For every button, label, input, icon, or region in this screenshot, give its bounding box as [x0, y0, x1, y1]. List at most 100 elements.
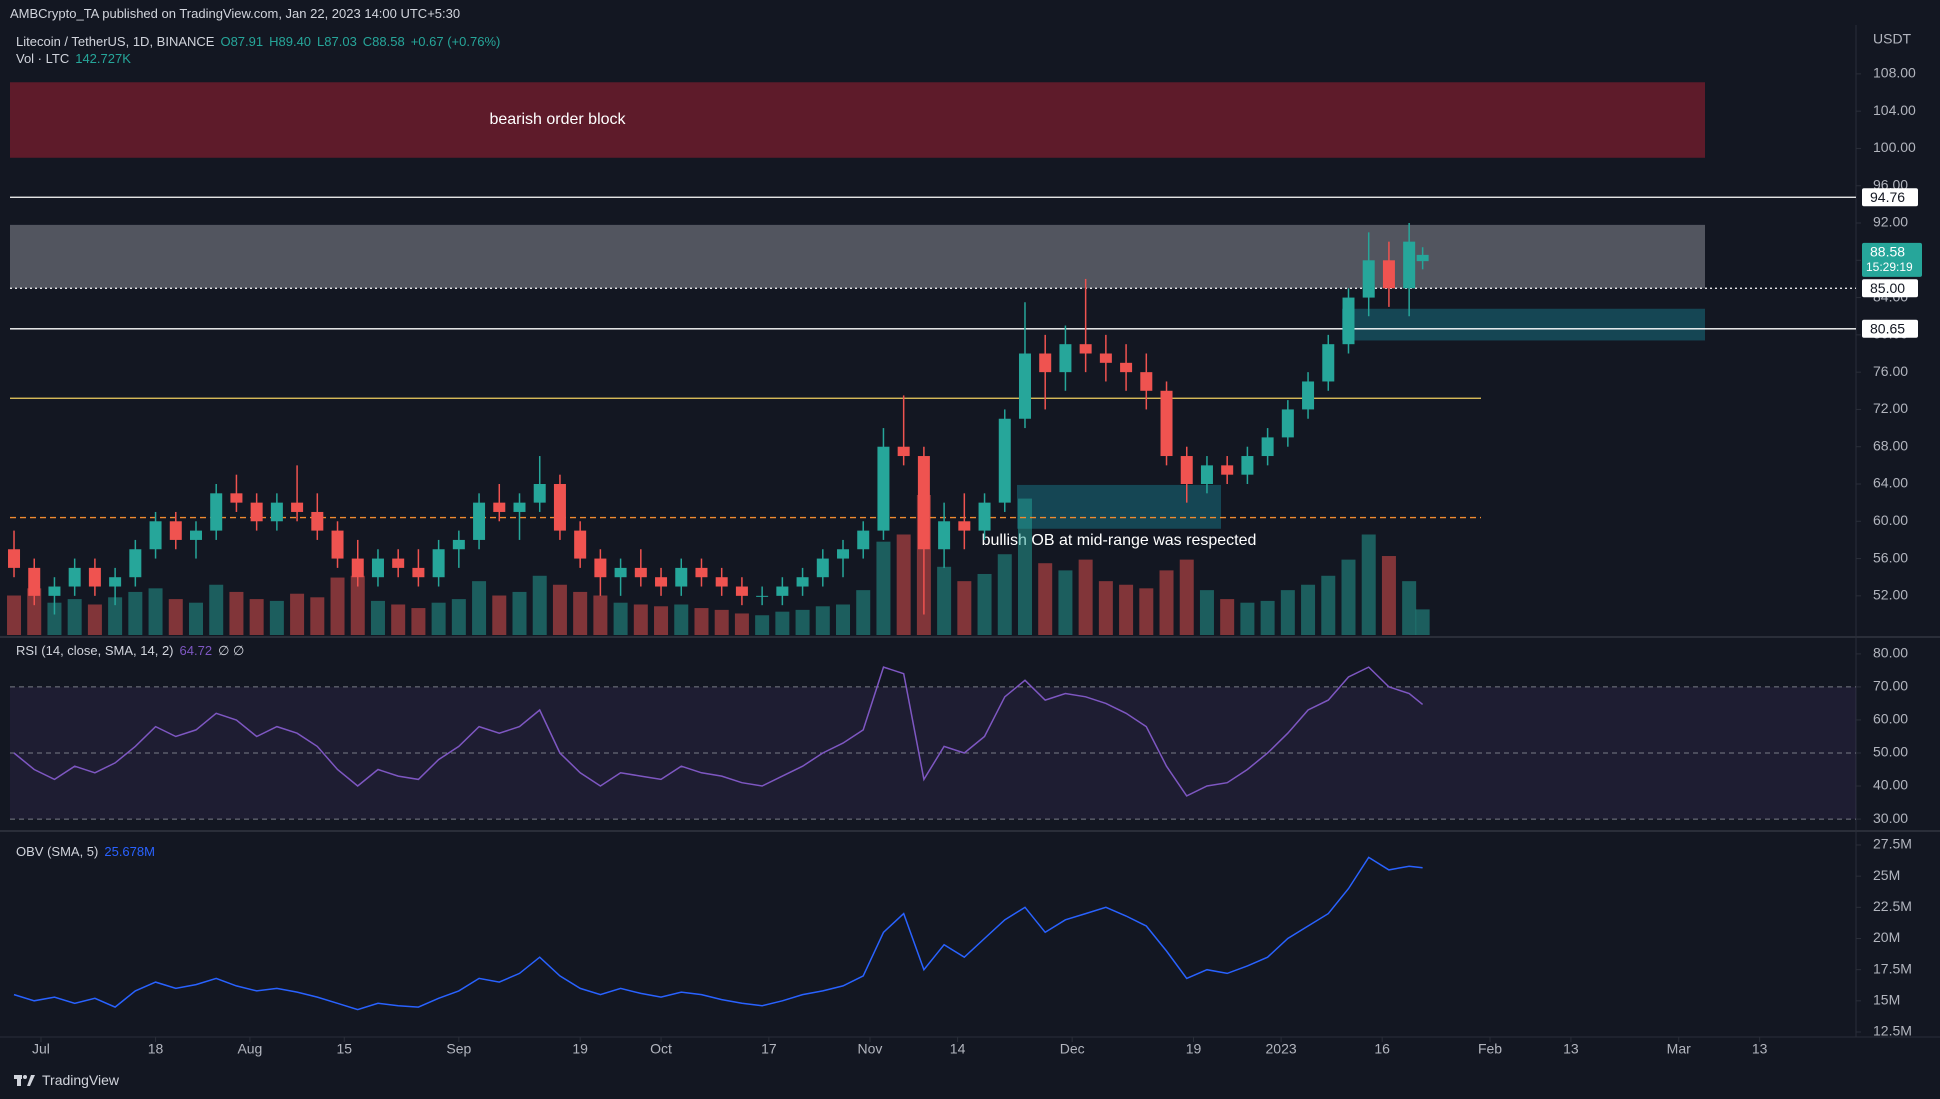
volume-bar [148, 588, 163, 635]
volume-bar [836, 604, 851, 635]
candle-body [1322, 344, 1335, 382]
y-tick-label: 40.00 [1873, 777, 1908, 793]
x-tick-label: Jul [32, 1041, 50, 1057]
candle-body [452, 539, 465, 550]
volume-bar [532, 575, 547, 635]
volume-bar [1260, 600, 1275, 635]
footer-brand: TradingView [42, 1072, 120, 1088]
volume-bar [654, 606, 669, 635]
volume-bar [67, 599, 82, 635]
candle-body [1221, 465, 1234, 475]
obv-title: OBV (SMA, 5) [16, 844, 99, 859]
volume-bar [411, 608, 426, 635]
candle-body [553, 484, 566, 531]
rsi-title: RSI (14, close, SMA, 14, 2) [16, 643, 174, 658]
candle-body [68, 567, 81, 587]
volume-bar [977, 573, 992, 635]
candle-body [857, 530, 870, 550]
y-tick-label: 104.00 [1873, 102, 1916, 118]
candle-body [1079, 344, 1092, 354]
candle-body [1382, 260, 1395, 289]
level-tag-label: 80.65 [1870, 321, 1905, 337]
candle-body [533, 484, 546, 503]
volume-bar [1361, 534, 1376, 635]
x-tick-label: Feb [1478, 1041, 1502, 1057]
volume-bar [451, 599, 466, 635]
volume-bar [1199, 590, 1214, 635]
volume-bar [310, 597, 325, 635]
candle-body [250, 502, 263, 522]
x-tick-label: Oct [650, 1041, 672, 1057]
indicator-line [13, 856, 1423, 1011]
volume-bar [350, 575, 365, 635]
zone [1017, 484, 1221, 529]
candle-body [331, 530, 344, 559]
x-tick-label: Mar [1667, 1041, 1691, 1057]
level-tag [1862, 188, 1918, 207]
price-tag [1862, 242, 1922, 277]
volume-bar [937, 566, 952, 635]
annotation: bearish order block [489, 111, 626, 128]
candle-body [614, 567, 627, 578]
candle-body [796, 577, 809, 587]
y-tick-label: 80.00 [1873, 645, 1908, 661]
candle-body [938, 521, 951, 550]
volume-bar [1280, 590, 1295, 635]
candle-body [1099, 353, 1112, 363]
volume-bar [573, 591, 588, 635]
high: H89.40 [269, 34, 312, 49]
level-tag-label: 94.76 [1870, 189, 1905, 205]
candle-body [291, 502, 304, 512]
indicator-line [13, 666, 1424, 797]
volume-bar [431, 602, 446, 635]
candle-body [1241, 456, 1254, 475]
volume-bar [957, 581, 972, 635]
volume-bar [492, 595, 507, 635]
x-tick-label: 15 [336, 1041, 352, 1057]
volume-bar [168, 599, 183, 635]
y-tick-label: 50.00 [1873, 744, 1908, 760]
candle-body [1302, 381, 1315, 410]
volume-bar [330, 577, 345, 635]
volume-title: Vol · LTC [16, 51, 70, 66]
y-tick-label: 108.00 [1873, 65, 1916, 81]
volume-bar [1220, 599, 1235, 635]
volume-bar [552, 584, 567, 635]
candle-body [695, 567, 708, 578]
candle-body [189, 530, 202, 540]
x-tick-label: 14 [950, 1041, 966, 1057]
volume-bar [674, 604, 689, 635]
x-tick-label: 2023 [1266, 1041, 1297, 1057]
y-tick-label: 22.5M [1873, 898, 1912, 914]
obv-legend: OBV (SMA, 5) 25.678M [16, 844, 155, 859]
candle-body [1416, 254, 1429, 262]
symbol: Litecoin / TetherUS, 1D, BINANCE [16, 34, 215, 49]
x-tick-label: Dec [1060, 1041, 1085, 1057]
y-tick-label: 27.5M [1873, 836, 1912, 852]
candle-body [432, 549, 445, 578]
volume-bar [1381, 556, 1396, 635]
candle-body [897, 446, 910, 457]
x-tick-label: Sep [446, 1041, 471, 1057]
volume-bar [128, 591, 143, 635]
y-tick-label: 17.5M [1873, 960, 1912, 976]
candle-body [28, 567, 41, 596]
x-tick-label: Nov [858, 1041, 883, 1057]
candle-body [1362, 260, 1375, 298]
y-tick-label: 20M [1873, 929, 1900, 945]
rsi-legend: RSI (14, close, SMA, 14, 2) 64.72 ∅ ∅ [16, 643, 244, 659]
candle-body [998, 418, 1011, 503]
volume-bar [1017, 498, 1032, 635]
candle-body [1039, 353, 1052, 373]
y-tick-label: 92.00 [1873, 214, 1908, 230]
rsi-last: 64.72 [179, 643, 213, 658]
candle-body [715, 577, 728, 587]
candle-body [1018, 353, 1031, 419]
candle-body [169, 521, 182, 540]
volume-legend: Vol · LTC 142.727K [16, 51, 131, 66]
volume-bar [290, 593, 305, 635]
y-tick-label: 52.00 [1873, 587, 1908, 603]
volume-bar [249, 599, 264, 635]
